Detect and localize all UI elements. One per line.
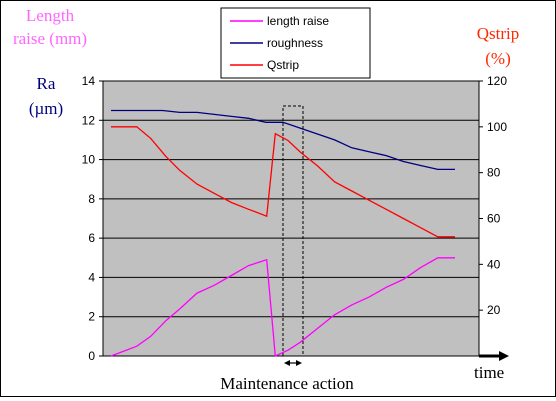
left-tick-label: 4 — [88, 270, 95, 284]
maintenance-arrow-right — [296, 360, 302, 366]
left-axis-title-ra-line1: Ra — [37, 74, 56, 93]
gridlines — [103, 119, 479, 318]
left-tick-label: 12 — [82, 113, 96, 127]
legend: length raise roughness Qstrip — [220, 7, 371, 79]
left-tick-label: 8 — [88, 192, 95, 206]
right-tick-label: 40 — [487, 257, 501, 271]
left-tick-label: 0 — [88, 349, 95, 363]
right-tick-label: 20 — [487, 303, 501, 317]
roughness-line — [111, 109, 455, 171]
maintenance-annotation: Maintenance action — [220, 374, 354, 393]
time-arrow-head — [499, 351, 509, 361]
legend-label: length raise — [267, 14, 329, 28]
plot-area — [102, 80, 480, 357]
x-axis-label: time — [474, 363, 504, 382]
right-axis-title-line1: Qstrip — [477, 24, 520, 43]
right-tick-label: 80 — [487, 166, 501, 180]
maintenance-arrow-left — [284, 360, 290, 366]
left-tick-label: 6 — [88, 231, 95, 245]
right-axis-title-line2: (%) — [485, 49, 510, 68]
left-tick-label: 2 — [88, 310, 95, 324]
series-lines — [110, 109, 455, 357]
left-axis: 0 2 4 6 8 10 12 14 — [82, 74, 103, 363]
qstrip-line — [111, 126, 455, 238]
legend-label: Qstrip — [267, 58, 299, 72]
right-tick-label: 100 — [487, 120, 507, 134]
left-axis-title-length-line1: Length — [26, 6, 75, 25]
left-axis-title-length-line2: raise (mm) — [13, 29, 87, 48]
left-axis-title-ra-line2: (µm) — [29, 99, 63, 118]
left-tick-label: 10 — [82, 153, 96, 167]
length-raise-line — [110, 257, 455, 357]
right-axis: 20 40 60 80 100 120 — [479, 74, 507, 317]
maintenance-box — [282, 105, 304, 357]
left-tick-label: 14 — [82, 74, 96, 88]
right-tick-label: 120 — [487, 74, 507, 88]
right-tick-label: 60 — [487, 212, 501, 226]
legend-label: roughness — [267, 36, 323, 50]
